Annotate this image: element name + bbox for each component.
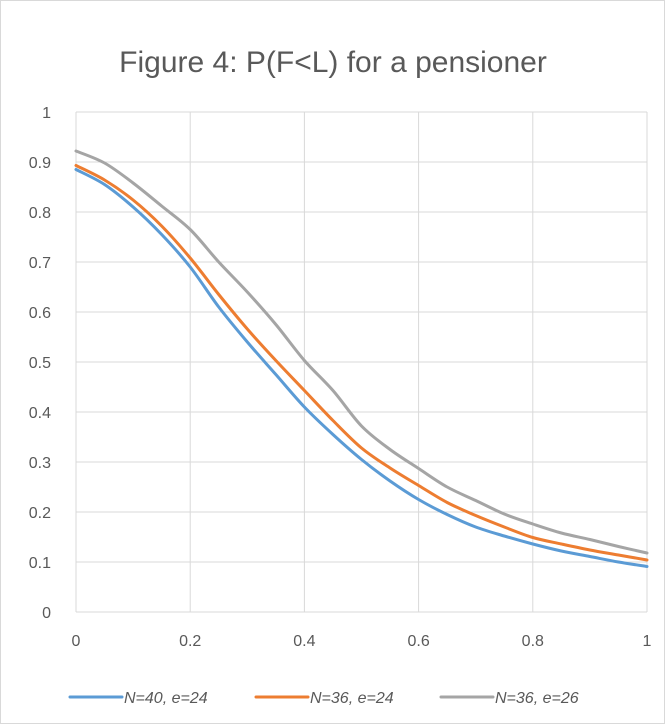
series-lines: [74, 149, 649, 568]
y-tick-label: 0.4: [29, 405, 51, 422]
y-tick-label: 0.5: [29, 355, 51, 372]
x-tick-label: 0: [72, 633, 81, 650]
x-tick-label: 0.6: [407, 633, 429, 650]
y-tick-label: 0.6: [29, 305, 51, 322]
y-tick-label: 0.3: [29, 455, 51, 472]
x-tick-label: 1: [643, 633, 652, 650]
legend-label-2: N=36, e=24: [310, 690, 394, 707]
y-tick-label: 0.1: [29, 555, 51, 572]
legend-label-3: N=36, e=26: [495, 690, 579, 707]
y-tick-label: 0.7: [29, 255, 51, 272]
x-tick-label: 0.4: [293, 633, 315, 650]
tick-labels: 0 0.1 0.2 0.3 0.4 0.5 0.6 0.7 0.8 0.9 1 0 0.2 0.4 0.6 0…: [29, 105, 652, 650]
legend-label-1: N=40, e=24: [124, 690, 208, 707]
y-tick-label: 1: [42, 105, 51, 122]
y-tick-label: 0.8: [29, 205, 51, 222]
y-tick-label: 0: [42, 605, 51, 622]
series-line-3: [74, 149, 649, 555]
chart-title: Figure 4: P(F<L) for a pensioner: [119, 46, 547, 79]
gridlines: [75, 111, 648, 613]
x-tick-label: 0.8: [522, 633, 544, 650]
legend: N=40, e=24 N=36, e=24 N=36, e=26: [68, 690, 579, 707]
series-line-1: [74, 168, 649, 568]
y-tick-label: 0.2: [29, 505, 51, 522]
series-line-2: [74, 164, 649, 562]
x-tick-label: 0.2: [179, 633, 201, 650]
y-tick-label: 0.9: [29, 155, 51, 172]
